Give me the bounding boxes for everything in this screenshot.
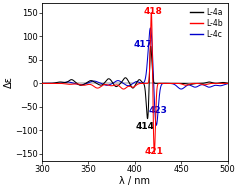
Legend: L-4a, L-4b, L-4c: L-4a, L-4b, L-4c [189, 7, 224, 40]
X-axis label: λ / nm: λ / nm [119, 176, 150, 186]
Text: 414: 414 [136, 122, 154, 131]
Y-axis label: Δε: Δε [4, 76, 13, 88]
Text: 423: 423 [148, 106, 167, 115]
Text: 418: 418 [143, 7, 162, 16]
Text: 417: 417 [133, 40, 152, 49]
Text: 421: 421 [145, 147, 164, 156]
